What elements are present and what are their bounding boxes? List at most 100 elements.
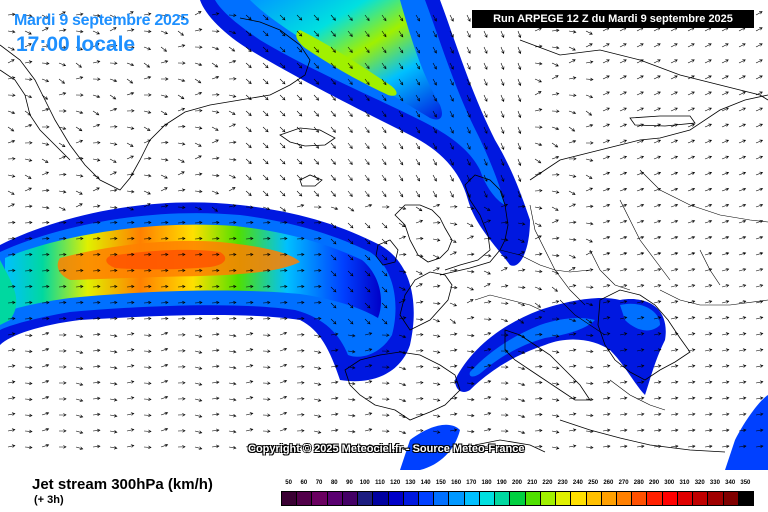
wind-arrow (364, 270, 371, 277)
wind-arrow (160, 94, 169, 98)
wind-arrow (517, 142, 522, 151)
wind-arrow (670, 187, 679, 192)
wind-arrow (755, 171, 764, 176)
wind-arrow (449, 332, 458, 336)
wind-arrow (602, 380, 611, 384)
wind-arrow (636, 316, 645, 320)
wind-arrow (704, 43, 712, 48)
wind-arrow (534, 91, 542, 96)
wind-arrow (585, 204, 594, 209)
wind-arrow (415, 206, 423, 212)
wind-arrow (602, 43, 610, 48)
wind-arrow (755, 123, 763, 128)
wind-arrow (568, 254, 576, 259)
wind-arrow (738, 75, 746, 80)
wind-arrow (211, 75, 220, 80)
wind-arrow (551, 398, 560, 402)
wind-arrow (721, 187, 730, 192)
wind-arrow (177, 205, 186, 210)
wind-arrow (602, 107, 610, 112)
legend-swatch (707, 491, 724, 506)
wind-arrow (296, 252, 305, 257)
wind-arrow (755, 59, 763, 64)
wind-arrow (24, 187, 32, 192)
wind-arrow (211, 110, 220, 114)
wind-arrow (483, 110, 488, 118)
wind-arrow (58, 445, 67, 449)
wind-arrow (534, 380, 543, 385)
wind-arrow (109, 446, 118, 450)
wind-arrow (704, 91, 712, 96)
wind-arrow (636, 252, 645, 256)
wind-arrow (483, 62, 488, 70)
wind-arrow (58, 220, 67, 225)
wind-arrow (245, 428, 254, 432)
legend-swatch (737, 491, 754, 506)
wind-arrow (449, 302, 458, 307)
legend-label: 230 (557, 480, 568, 486)
wind-arrow (109, 284, 118, 289)
wind-arrow (449, 46, 454, 54)
wind-arrow (619, 252, 628, 256)
wind-arrow (330, 286, 337, 293)
wind-arrow (636, 444, 645, 449)
wind-arrow (177, 158, 185, 163)
wind-arrow (381, 78, 387, 86)
wind-arrow (109, 188, 118, 192)
wind-arrow (330, 412, 339, 416)
wind-arrow (313, 126, 320, 133)
wind-arrow (398, 398, 407, 403)
wind-arrow (466, 269, 475, 274)
wind-arrow (279, 363, 288, 368)
wind-arrow (670, 348, 679, 352)
wind-arrow (109, 158, 117, 163)
wind-arrow (466, 46, 471, 54)
wind-arrow (568, 396, 577, 400)
wind-arrow (228, 123, 236, 128)
wind-arrow (636, 155, 645, 160)
wind-arrow (602, 444, 611, 449)
wind-arrow (211, 300, 220, 305)
wind-arrow (143, 397, 152, 402)
wind-arrow (381, 142, 387, 150)
wind-arrow (568, 348, 577, 352)
legend-swatch (296, 491, 313, 506)
wind-arrow (381, 445, 390, 449)
wind-arrow (602, 412, 611, 416)
wind-arrow (194, 220, 203, 225)
wind-arrow (602, 316, 611, 320)
wind-arrow (330, 94, 336, 101)
wind-arrow (551, 334, 560, 338)
wind-arrow (330, 78, 336, 85)
legend-label: 100 (359, 480, 370, 486)
wind-arrow (75, 220, 84, 225)
wind-arrow (551, 317, 560, 321)
wind-arrow (500, 126, 505, 135)
wind-arrow (143, 381, 152, 386)
wind-arrow (126, 396, 135, 400)
wind-arrow (517, 78, 522, 87)
wind-arrow (279, 126, 286, 133)
wind-arrow (109, 236, 118, 241)
forecast-date: Mardi 9 septembre 2025 (14, 12, 189, 29)
wind-arrow (313, 142, 320, 149)
country-borders (474, 169, 768, 411)
wind-arrow (670, 268, 679, 272)
wind-arrow (279, 110, 286, 117)
wind-arrow (194, 126, 203, 130)
wind-arrow (160, 30, 169, 35)
wind-arrow (738, 380, 747, 384)
wind-arrow (670, 27, 678, 32)
wind-arrow (41, 268, 50, 273)
legend-swatch (524, 491, 541, 506)
wind-arrow (636, 364, 645, 368)
wind-arrow (398, 350, 407, 355)
wind-arrow (347, 222, 354, 229)
wind-arrow (636, 348, 645, 352)
wind-arrow (364, 46, 370, 54)
wind-arrow (7, 76, 16, 80)
wind-arrow (126, 412, 135, 416)
wind-arrow (126, 78, 134, 84)
wind-arrow (500, 238, 509, 242)
wind-arrow (364, 190, 370, 198)
